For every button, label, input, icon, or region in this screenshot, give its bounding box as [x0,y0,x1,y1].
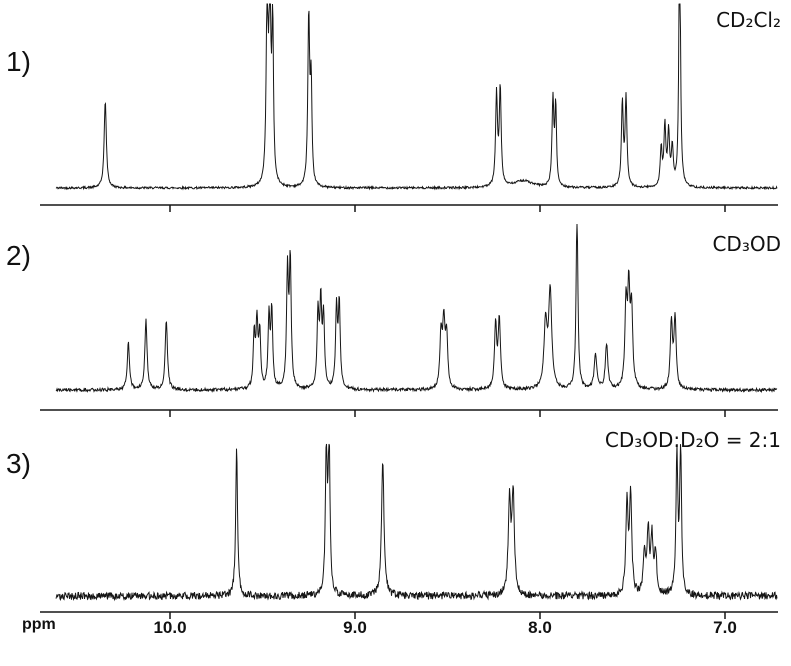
x-axis-tick-label-7: 7.0 [713,618,737,637]
solvent-label-cd2cl2: CD₂Cl₂ [716,8,781,32]
panel-2-index-label: 2) [6,240,31,271]
x-axis-tick-label-9: 9.0 [343,618,367,637]
panel-1-index-label: 1) [6,46,31,77]
solvent-label-cd3od: CD₃OD [712,232,781,256]
x-axis-unit-label: ppm [22,616,56,633]
x-axis-tick-label-8: 8.0 [528,618,552,637]
panel-3-index-label: 3) [6,448,31,479]
solvent-label-cd3od-d2o: CD₃OD:D₂O = 2:1 [604,428,781,452]
x-axis-tick-label-10: 10.0 [153,618,187,637]
